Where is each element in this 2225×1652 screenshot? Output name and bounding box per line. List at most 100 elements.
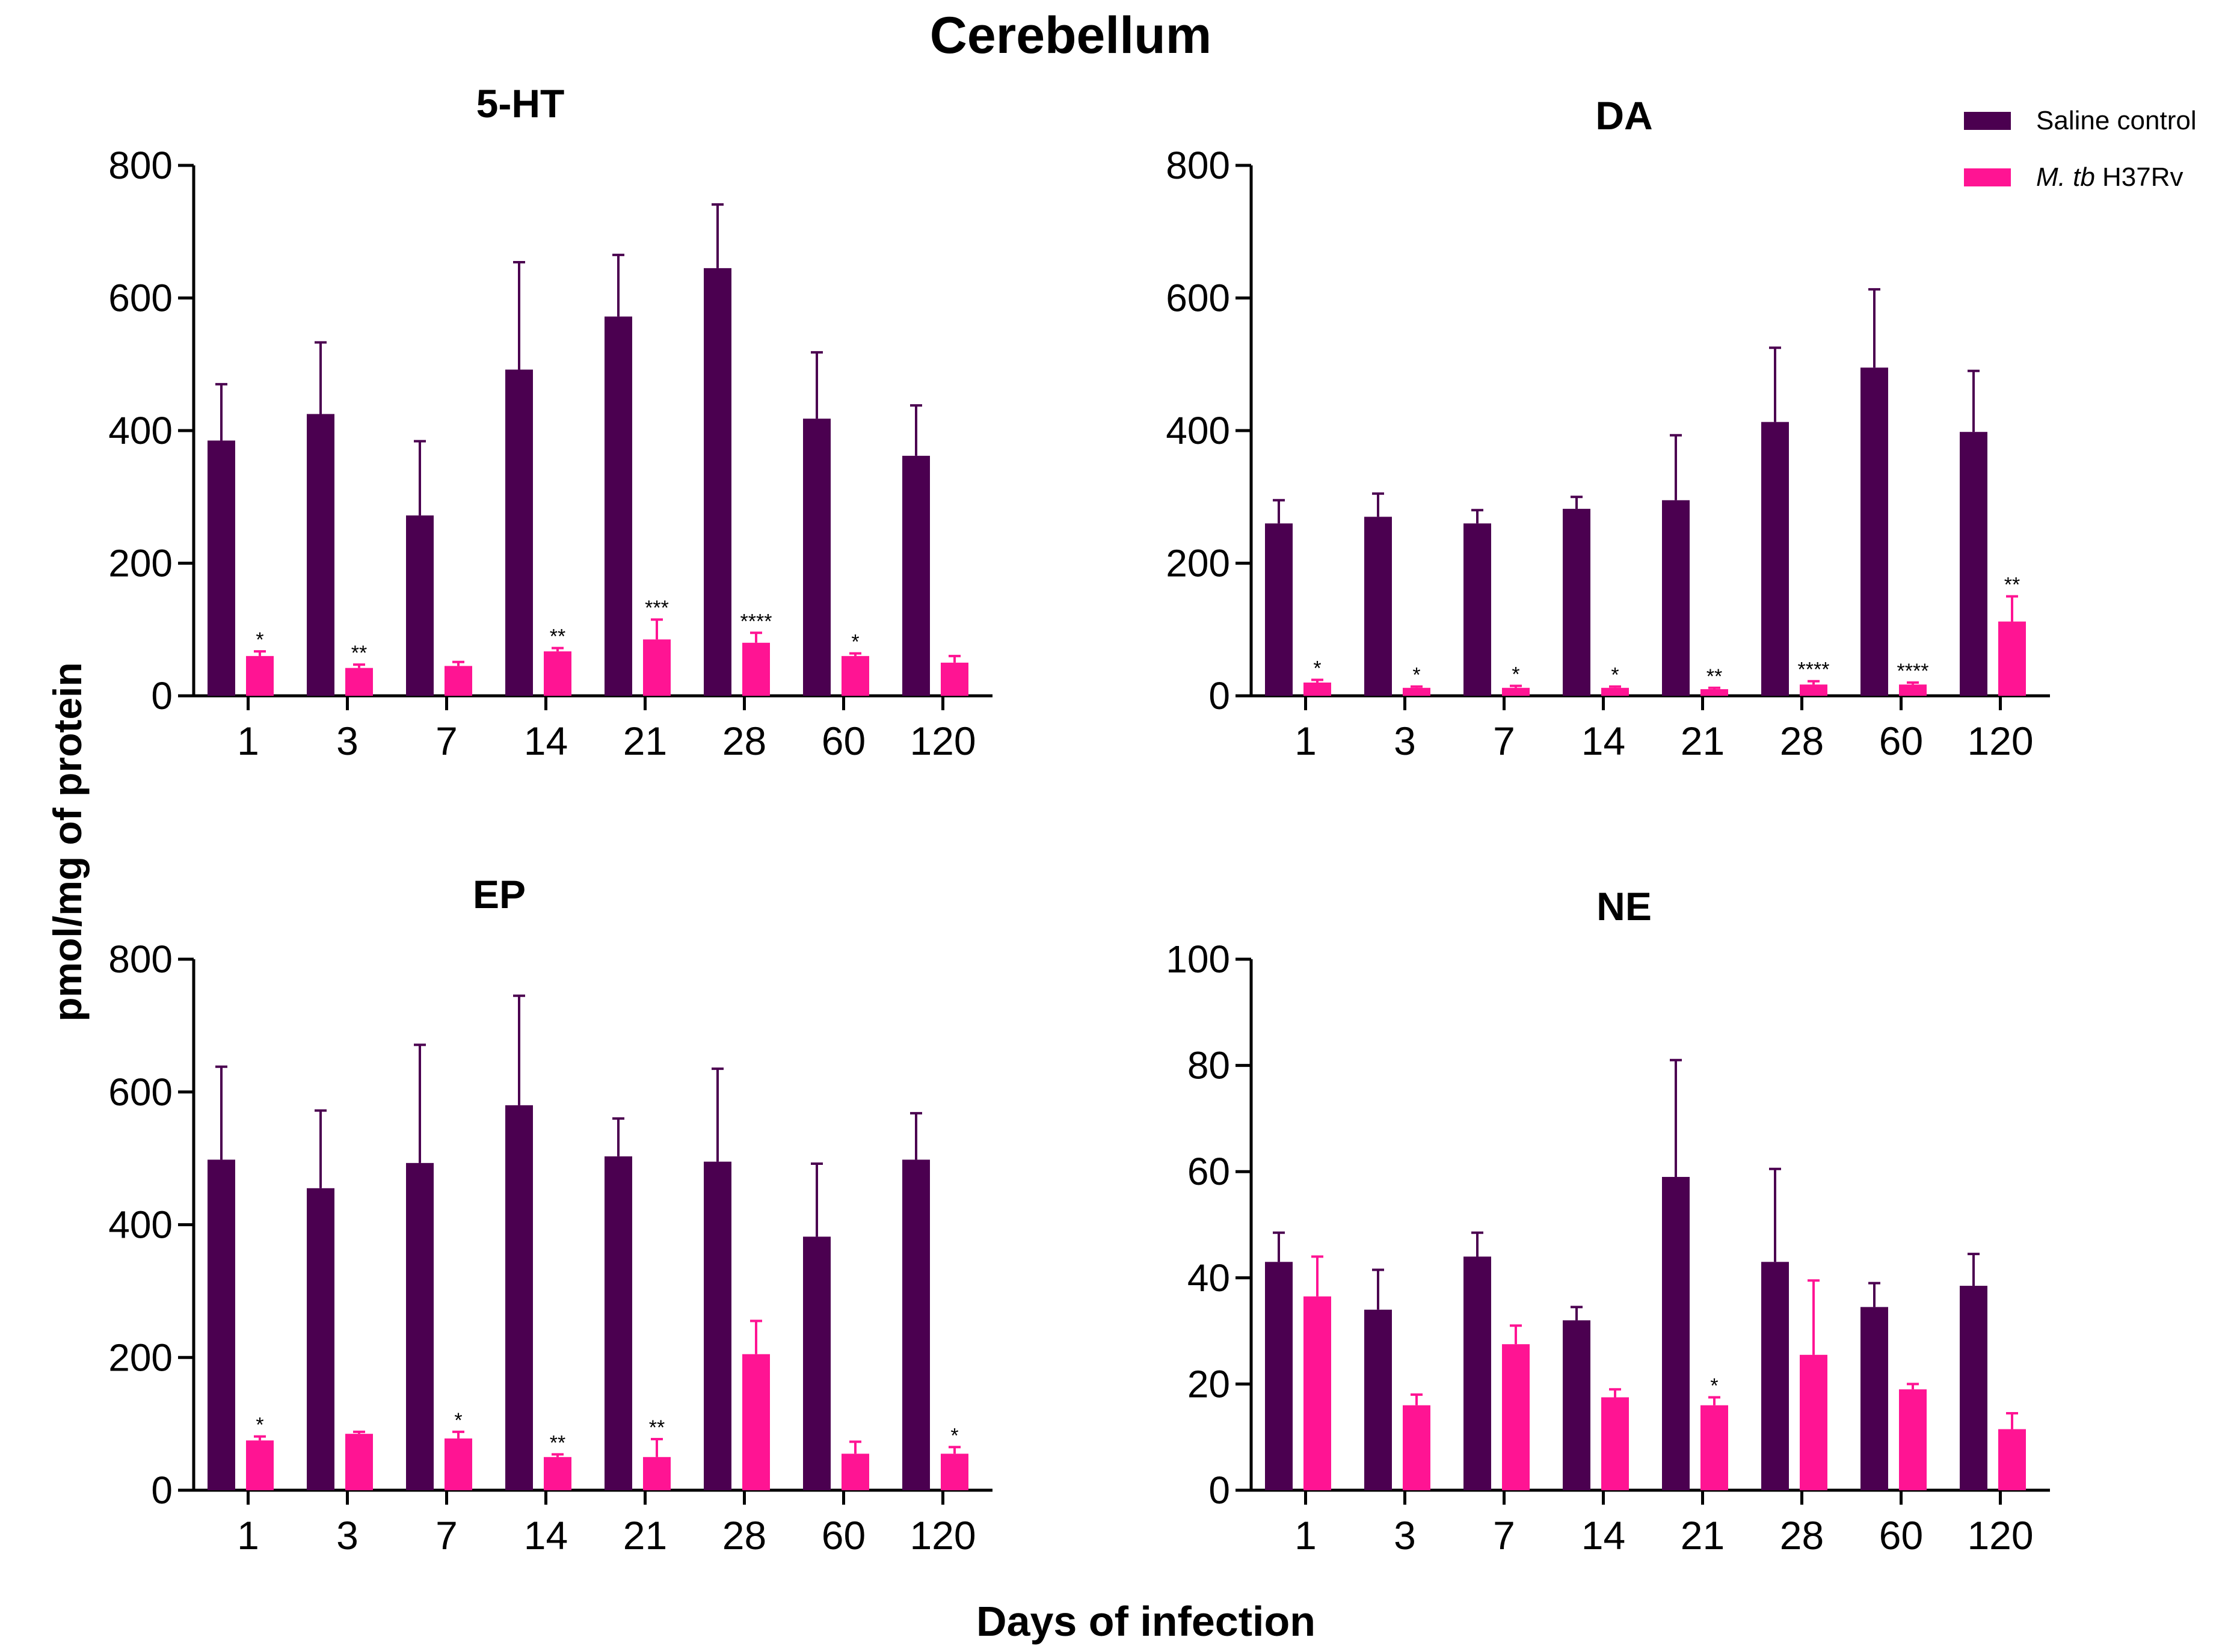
x-tick-label: 3: [336, 719, 359, 763]
x-tick-label: 1: [237, 719, 259, 763]
y-tick-label: 200: [108, 1336, 173, 1379]
x-tick-label: 28: [1780, 1513, 1824, 1558]
bar-mtb: [1700, 689, 1728, 696]
panel-da: DA02004006008001*3*7*14*21**28****60****…: [1166, 93, 2050, 763]
significance-label: **: [351, 642, 367, 665]
bar-saline: [406, 515, 434, 696]
bar-mtb: [1601, 687, 1629, 696]
bar-saline: [307, 414, 334, 696]
bar-mtb: [1502, 687, 1530, 696]
bar-saline: [406, 1162, 434, 1490]
bar-mtb: [345, 1434, 373, 1490]
bar-mtb: [643, 1457, 671, 1490]
x-tick-label: 21: [1681, 719, 1725, 763]
x-tick-label: 60: [822, 719, 866, 763]
bar-mtb: [941, 662, 968, 696]
legend-label-mtb-italic: M. tb: [2036, 162, 2095, 192]
y-tick-label: 40: [1187, 1256, 1230, 1300]
bar-saline: [1860, 1307, 1888, 1490]
x-tick-label: 3: [1394, 1513, 1416, 1558]
x-tick-label: 21: [623, 719, 667, 763]
x-tick-label: 7: [1493, 1513, 1515, 1558]
bar-mtb: [842, 656, 869, 696]
bar-saline: [1463, 1256, 1491, 1490]
y-tick-label: 60: [1187, 1150, 1230, 1193]
panel-title-da: DA: [1595, 93, 1652, 138]
bar-saline: [1960, 432, 1987, 696]
y-tick-label: 0: [1208, 1469, 1230, 1512]
bar-mtb: [1502, 1344, 1530, 1490]
bar-mtb: [1800, 1354, 1827, 1490]
y-tick-label: 600: [108, 277, 173, 320]
y-tick-label: 800: [108, 938, 173, 981]
bar-saline: [1265, 523, 1293, 696]
bar-saline: [1265, 1262, 1293, 1490]
x-axis-label: Days of infection: [976, 1598, 1316, 1645]
legend-swatch-mtb: [1964, 168, 2011, 186]
x-tick-label: 1: [1294, 719, 1317, 763]
significance-label: **: [550, 625, 565, 648]
significance-label: *: [1710, 1374, 1718, 1397]
bar-saline: [1761, 422, 1789, 696]
figure-title: Cerebellum: [930, 7, 1211, 64]
bar-mtb: [1800, 684, 1827, 696]
significance-label: *: [950, 1424, 958, 1447]
significance-label: *: [851, 630, 859, 653]
y-tick-label: 400: [108, 409, 173, 452]
y-tick-label: 400: [108, 1203, 173, 1247]
significance-label: **: [1706, 665, 1722, 688]
y-tick-label: 200: [1166, 542, 1230, 585]
significance-label: **: [2004, 574, 2020, 597]
x-tick-label: 60: [1879, 719, 1923, 763]
x-tick-label: 120: [1967, 1513, 2033, 1558]
significance-label: ****: [1798, 659, 1830, 681]
bar-mtb: [445, 1438, 472, 1490]
legend-label-mtb: M. tb H37Rv: [2036, 162, 2183, 192]
x-tick-label: 21: [1681, 1513, 1725, 1558]
y-tick-label: 600: [1166, 277, 1230, 320]
x-tick-label: 1: [237, 1513, 259, 1558]
significance-label: *: [1412, 664, 1420, 687]
bar-mtb: [742, 1354, 770, 1490]
bar-mtb: [1700, 1405, 1728, 1490]
y-tick-label: 80: [1187, 1044, 1230, 1087]
panel-ne: NE 0 20 40 60 80 100 1 3 7 14 21 * 28 60 120: [1166, 884, 2050, 1558]
x-tick-label: 3: [1394, 719, 1416, 763]
bar-mtb: [643, 639, 671, 696]
bar-saline: [1463, 523, 1491, 696]
bar-saline: [803, 419, 831, 696]
panel-title-ne: NE: [1596, 884, 1652, 929]
bar-saline: [1960, 1286, 1987, 1490]
bar-mtb: [1899, 684, 1927, 696]
x-tick-label: 3: [336, 1513, 359, 1558]
y-tick-label: 400: [1166, 409, 1230, 452]
bar-saline: [307, 1188, 334, 1490]
y-tick-label: 800: [108, 144, 173, 187]
bar-mtb: [246, 656, 274, 696]
bar-mtb: [742, 642, 770, 696]
bar-mtb: [246, 1440, 274, 1490]
significance-label: *: [256, 1414, 263, 1437]
significance-label: ***: [645, 597, 669, 619]
x-tick-label: 28: [722, 719, 766, 763]
bar-mtb: [1303, 1296, 1331, 1490]
x-tick-label: 60: [1879, 1513, 1923, 1558]
y-tick-label: 800: [1166, 144, 1230, 187]
bar-mtb: [1303, 682, 1331, 696]
bar-mtb: [544, 651, 571, 696]
x-tick-label: 14: [524, 1513, 568, 1558]
x-tick-label: 120: [1967, 719, 2033, 763]
legend-label-mtb-plain: H37Rv: [2095, 162, 2183, 192]
y-tick-label: 100: [1166, 938, 1230, 981]
x-tick-label: 7: [435, 719, 458, 763]
x-tick-label: 28: [722, 1513, 766, 1558]
bar-saline: [605, 316, 632, 696]
bar-saline: [902, 1159, 930, 1490]
legend: Saline control M. tb H37Rv: [1964, 106, 2197, 192]
bar-saline: [704, 268, 731, 696]
x-tick-label: 21: [623, 1513, 667, 1558]
bar-saline: [1563, 509, 1590, 696]
bar-saline: [1761, 1262, 1789, 1490]
y-tick-label: 200: [108, 542, 173, 585]
